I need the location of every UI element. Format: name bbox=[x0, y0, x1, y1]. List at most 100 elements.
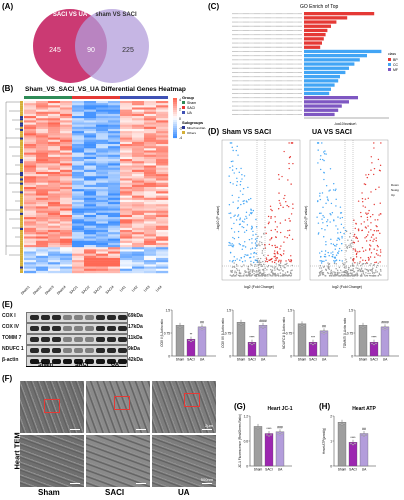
heatmap-cell bbox=[120, 249, 133, 252]
volcano-point bbox=[340, 223, 343, 226]
volcano-point bbox=[347, 268, 350, 271]
subgroup-bar-cell bbox=[20, 212, 23, 215]
subgroup-bar-cell bbox=[20, 174, 23, 177]
volcano-point bbox=[370, 229, 372, 231]
volcano-point bbox=[233, 222, 235, 225]
heatmap-cell bbox=[72, 101, 85, 104]
heatmap-cell bbox=[84, 122, 97, 125]
heatmap-cell bbox=[24, 187, 37, 190]
volcano-point bbox=[353, 219, 355, 221]
heatmap-cell bbox=[24, 169, 37, 173]
volcano-point bbox=[289, 272, 292, 275]
quant-chart-3-sig-label: **** bbox=[371, 336, 377, 340]
heatmap-cell bbox=[24, 120, 37, 123]
heatmap-cell bbox=[108, 159, 121, 162]
heatmap-cell bbox=[24, 247, 37, 250]
volcano-point bbox=[365, 227, 368, 229]
atp-y-label: Heart ATP(μmol/g) bbox=[322, 428, 326, 454]
heatmap-cell bbox=[144, 270, 157, 274]
subgroup-bar-cell bbox=[20, 238, 23, 241]
heatmap-cell bbox=[156, 245, 169, 248]
volcano-point bbox=[285, 263, 287, 266]
heatmap-cell bbox=[48, 257, 61, 261]
heatmap-cell bbox=[72, 165, 85, 168]
jc1-tick-label: 0.6 bbox=[244, 439, 249, 443]
volcano-point bbox=[267, 254, 269, 257]
blot-band bbox=[118, 315, 127, 320]
volcano-point bbox=[269, 239, 271, 241]
heatmap-cell bbox=[36, 152, 49, 155]
tem-image bbox=[20, 435, 84, 487]
heatmap-cell bbox=[24, 128, 37, 132]
heatmap-cell bbox=[156, 165, 169, 168]
subgroup-bar-cell bbox=[20, 262, 23, 265]
volcano-point bbox=[241, 174, 243, 176]
heatmap-cell bbox=[156, 208, 169, 211]
volcano-point bbox=[289, 271, 292, 274]
heatmap-cell bbox=[156, 124, 169, 127]
volcano-point bbox=[360, 215, 362, 218]
heatmap-cell bbox=[24, 266, 37, 269]
heatmap-cell bbox=[108, 208, 121, 211]
volcano-point bbox=[289, 275, 292, 277]
heatmap-cell bbox=[36, 262, 49, 265]
heatmap-cell bbox=[120, 251, 133, 254]
volcano-point bbox=[231, 194, 233, 197]
volcano-point bbox=[318, 212, 321, 215]
heatmap-cell bbox=[48, 180, 61, 183]
heatmap-cell bbox=[84, 133, 97, 136]
heatmap-cell bbox=[120, 225, 133, 229]
group-bar-cell bbox=[120, 96, 132, 99]
volcano-point bbox=[373, 256, 376, 258]
volcano-point bbox=[279, 266, 282, 269]
quant-chart-1-data-point bbox=[240, 323, 242, 326]
heatmap-cell bbox=[96, 264, 109, 267]
heatmap-cell bbox=[120, 245, 133, 248]
volcano-point bbox=[366, 176, 369, 179]
volcano-point bbox=[278, 264, 281, 267]
volcano-point bbox=[354, 262, 356, 264]
blot-band bbox=[85, 337, 94, 342]
volcano-point bbox=[254, 274, 256, 277]
atp-bar bbox=[337, 422, 347, 467]
volcano-point bbox=[340, 212, 343, 214]
volcano-point bbox=[369, 275, 372, 277]
scale-bar-cell bbox=[173, 134, 177, 137]
heatmap-cell bbox=[36, 225, 49, 229]
blot-band bbox=[63, 326, 72, 331]
heatmap-cell bbox=[108, 182, 121, 186]
heatmap-cell bbox=[36, 236, 49, 239]
heatmap-cell bbox=[144, 161, 157, 164]
heatmap-cell bbox=[96, 169, 109, 173]
legend-subgroup-label: Others bbox=[187, 131, 197, 135]
heatmap-cell bbox=[72, 262, 85, 265]
heatmap-cell bbox=[156, 137, 169, 140]
heatmap-cell bbox=[24, 180, 37, 183]
volcano-point bbox=[230, 160, 233, 163]
go-bar bbox=[304, 79, 339, 83]
scale-tick-label: -2 bbox=[179, 127, 182, 131]
volcano-point bbox=[256, 259, 258, 261]
volcano-point bbox=[286, 204, 288, 207]
go-bar bbox=[304, 45, 321, 49]
volcano-point bbox=[360, 275, 363, 277]
scale-bar-cell bbox=[173, 126, 177, 129]
quant-chart-3-data-point bbox=[375, 342, 377, 345]
atp-data-point bbox=[339, 422, 341, 425]
volcano-point bbox=[362, 259, 364, 261]
heatmap-cell bbox=[36, 206, 49, 209]
heatmap-cell bbox=[84, 120, 97, 123]
heatmap-cell bbox=[108, 176, 121, 179]
volcano-point bbox=[240, 275, 242, 277]
quant-chart-1-tick-label: 0.75 bbox=[225, 331, 231, 335]
heatmap-cell bbox=[72, 187, 85, 190]
volcano-point bbox=[327, 199, 329, 202]
heatmap-cell bbox=[48, 167, 61, 170]
volcano-point bbox=[358, 262, 361, 265]
heatmap-cell bbox=[60, 253, 73, 256]
heatmap-cell bbox=[120, 264, 133, 267]
heatmap-cell bbox=[156, 176, 169, 179]
subgroup-bar-cell bbox=[20, 257, 23, 261]
venn-right-label: sham VS SACI bbox=[95, 12, 137, 18]
heatmap-cell bbox=[48, 232, 61, 235]
